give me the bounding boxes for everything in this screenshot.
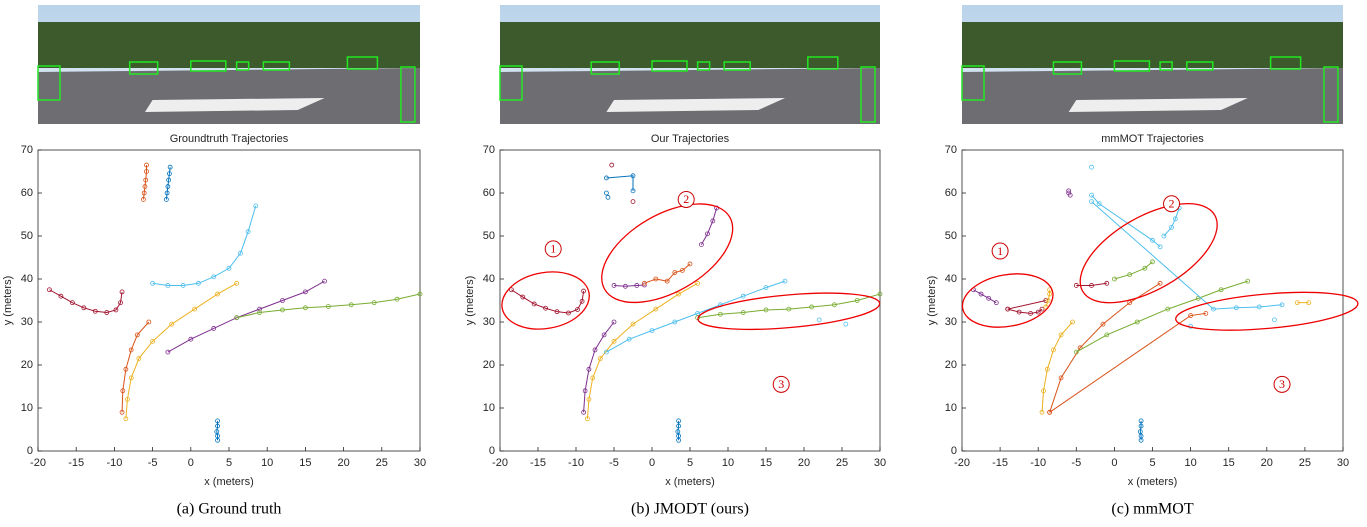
- x-tick-label: -15: [992, 457, 1008, 469]
- annotation-label: 1: [550, 242, 556, 256]
- photo-road: [962, 68, 1343, 124]
- y-tick-label: 0: [951, 445, 957, 457]
- x-tick-label: 15: [1223, 457, 1235, 469]
- photos: [38, 5, 1343, 124]
- x-tick-label: 20: [337, 457, 349, 469]
- y-tick-label: 10: [21, 402, 33, 414]
- chart-title: mmMOT Trajectories: [1101, 133, 1204, 145]
- annotation-label: 3: [1279, 377, 1285, 391]
- photo-road: [38, 68, 420, 124]
- x-tick-label: 15: [299, 457, 311, 469]
- y-tick-label: 70: [483, 144, 495, 156]
- x-tick-label: 0: [649, 457, 655, 469]
- x-axis-label: x (meters): [665, 476, 715, 488]
- page: Groundtruth Trajectories x (meters) y (met…: [0, 0, 1367, 527]
- x-tick-label: 20: [798, 457, 810, 469]
- x-tick-label: 30: [1337, 457, 1349, 469]
- y-tick-label: 10: [945, 402, 957, 414]
- x-tick-label: 5: [1149, 457, 1155, 469]
- annotation-label: 2: [683, 192, 689, 206]
- x-tick-label: 25: [1299, 457, 1311, 469]
- x-tick-label: 25: [836, 457, 848, 469]
- y-tick-label: 50: [945, 230, 957, 242]
- x-tick-label: 0: [188, 457, 194, 469]
- caption: (a) Ground truth: [177, 501, 282, 518]
- y-axis-label: y (meters): [2, 276, 14, 326]
- photo-trees: [38, 22, 420, 68]
- plot-area: [38, 150, 420, 451]
- x-tick-label: 30: [414, 457, 426, 469]
- x-tick-label: -5: [148, 457, 158, 469]
- x-tick-label: -5: [1071, 457, 1081, 469]
- photo-trees: [962, 22, 1343, 68]
- photo-stripe: [606, 98, 785, 112]
- x-tick-label: 0: [1111, 457, 1117, 469]
- y-tick-label: 70: [21, 144, 33, 156]
- y-tick-label: 30: [945, 316, 957, 328]
- x-tick-label: -20: [492, 457, 508, 469]
- x-tick-label: 15: [760, 457, 772, 469]
- y-tick-label: 0: [27, 445, 33, 457]
- x-axis-label: x (meters): [204, 476, 254, 488]
- y-tick-label: 60: [21, 187, 33, 199]
- y-tick-label: 0: [489, 445, 495, 457]
- annotation-label: 1: [997, 244, 1003, 258]
- x-tick-label: -15: [530, 457, 546, 469]
- photo-trees: [500, 22, 880, 68]
- y-tick-label: 10: [483, 402, 495, 414]
- annotation-label: 2: [1169, 197, 1175, 211]
- x-tick-label: 10: [1184, 457, 1196, 469]
- annotation-label: 3: [778, 377, 784, 391]
- x-tick-label: -10: [1030, 457, 1046, 469]
- y-tick-label: 50: [21, 230, 33, 242]
- y-tick-label: 60: [483, 187, 495, 199]
- y-tick-label: 40: [483, 273, 495, 285]
- y-tick-label: 60: [945, 187, 957, 199]
- y-tick-label: 20: [21, 359, 33, 371]
- y-tick-label: 70: [945, 144, 957, 156]
- x-tick-label: -10: [106, 457, 122, 469]
- x-tick-label: -20: [954, 457, 970, 469]
- x-tick-label: 10: [261, 457, 273, 469]
- x-tick-label: -10: [568, 457, 584, 469]
- chart-title: Our Trajectories: [651, 133, 730, 145]
- x-tick-label: 5: [687, 457, 693, 469]
- y-tick-label: 20: [945, 359, 957, 371]
- y-tick-label: 40: [21, 273, 33, 285]
- photo-stripe: [1069, 98, 1248, 112]
- x-axis-label: x (meters): [1128, 476, 1178, 488]
- chart-title: Groundtruth Trajectories: [170, 133, 289, 145]
- x-tick-label: 20: [1261, 457, 1273, 469]
- x-tick-label: 10: [722, 457, 734, 469]
- y-tick-label: 50: [483, 230, 495, 242]
- y-axis-label: y (meters): [926, 276, 938, 326]
- x-tick-label: 5: [226, 457, 232, 469]
- y-axis-label: y (meters): [464, 276, 476, 326]
- y-tick-label: 20: [483, 359, 495, 371]
- caption: (c) mmMOT: [1111, 501, 1193, 518]
- x-tick-label: -20: [30, 457, 46, 469]
- x-tick-label: 25: [376, 457, 388, 469]
- photo-road: [500, 68, 880, 124]
- figure: Groundtruth Trajectories x (meters) y (met…: [0, 0, 1367, 522]
- caption: (b) JMODT (ours): [631, 501, 749, 518]
- y-tick-label: 30: [21, 316, 33, 328]
- x-tick-label: 30: [874, 457, 886, 469]
- plot-area: [962, 150, 1343, 451]
- y-tick-label: 30: [483, 316, 495, 328]
- y-tick-label: 40: [945, 273, 957, 285]
- photo-stripe: [145, 98, 325, 112]
- x-tick-label: -15: [68, 457, 84, 469]
- x-tick-label: -5: [609, 457, 619, 469]
